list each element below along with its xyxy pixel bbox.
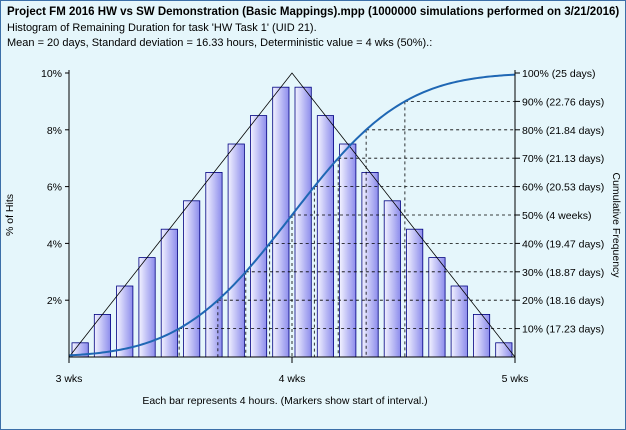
reference-triangle-line (68, 72, 516, 358)
axes (65, 70, 520, 363)
cumulative-label: 70% (21.13 days) (522, 153, 604, 165)
histogram-bar (361, 171, 379, 358)
histogram-bar (249, 115, 268, 358)
x-axis-title: Each bar represents 4 hours. (Markers sh… (142, 395, 427, 407)
histogram-bar (339, 143, 357, 358)
y-axis-title: % of Hits (4, 194, 16, 236)
cumulative-label: 100% (25 days) (522, 68, 596, 80)
x-tick-label: 3 wks (56, 373, 83, 385)
histogram-bar (316, 115, 334, 358)
chart-subtitle: Histogram of Remaining Duration for task… (7, 22, 317, 34)
chart-stats: Mean = 20 days, Standard deviation = 16.… (7, 37, 433, 49)
histogram-bar (383, 200, 401, 358)
x-tick-label: 4 wks (279, 373, 306, 385)
histogram-bars (71, 86, 513, 358)
cumulative-label: 40% (19.47 days) (522, 238, 604, 250)
histogram-bar (183, 200, 201, 358)
axis-labels: 2% 4% 6% 8% 10% 3 wks 4 wks 5 wks 100% (25 days)… (4, 68, 622, 407)
reference-triangle (68, 72, 516, 358)
cumulative-label: 50% (4 weeks) (522, 210, 591, 222)
cumulative-label: 90% (22.76 days) (522, 96, 604, 108)
cumulative-label: 30% (18.87 days) (522, 267, 604, 279)
cumulative-line (68, 73, 516, 357)
y-tick-label: 8% (47, 125, 62, 137)
cumulative-label: 80% (21.84 days) (522, 125, 604, 137)
histogram-bar (205, 171, 223, 358)
cumulative-curve (68, 73, 516, 357)
histogram-bar (428, 257, 446, 358)
y-tick-label: 4% (47, 238, 62, 250)
y2-axis-title: Cumulative Frequency (610, 172, 622, 278)
histogram-bar (450, 285, 468, 358)
histogram-bar (227, 143, 245, 358)
histogram-bar (406, 228, 424, 358)
histogram-bar (472, 313, 491, 358)
histogram-bar (116, 285, 134, 358)
histogram-bar (294, 86, 312, 358)
histogram-bar (160, 228, 178, 358)
x-tick-label: 5 wks (502, 373, 529, 385)
chart-title: Project FM 2016 HW vs SW Demonstration (… (7, 6, 620, 18)
cumulative-label: 20% (18.16 days) (522, 295, 604, 307)
y-tick-label: 2% (47, 295, 62, 307)
cumulative-label: 60% (20.53 days) (522, 182, 604, 194)
histogram-bar (93, 313, 112, 358)
y-tick-label: 10% (41, 68, 62, 80)
cumulative-label: 10% (17.23 days) (522, 324, 604, 336)
y-tick-label: 6% (47, 182, 62, 194)
